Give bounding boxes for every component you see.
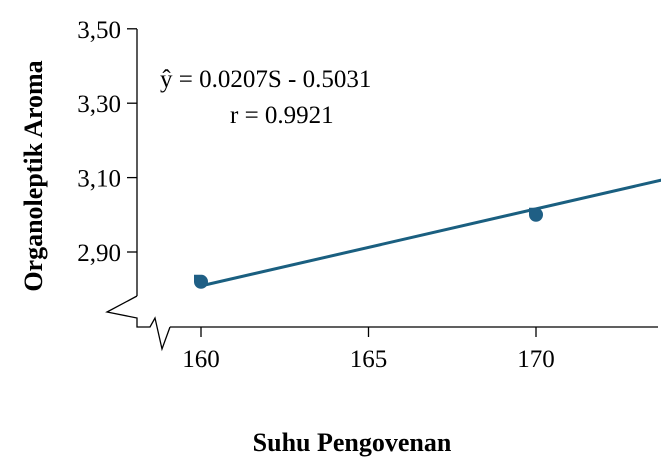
annotation-r: r = 0.9921 bbox=[230, 102, 334, 129]
y-axis-title: Organoleptik Aroma bbox=[19, 60, 48, 291]
y-ticks: 2,90 3,10 3,30 3,50 bbox=[77, 17, 137, 267]
x-ticks: 160165170175180185190195 bbox=[182, 327, 555, 373]
data-point bbox=[529, 207, 544, 222]
y-tick-label: 3,10 bbox=[77, 166, 121, 193]
data-points bbox=[194, 207, 544, 289]
data-point bbox=[194, 274, 209, 289]
x-tick-label: 160 bbox=[182, 346, 220, 373]
x-tick-label: 170 bbox=[517, 346, 555, 373]
trendline bbox=[200, 178, 661, 288]
axis-break bbox=[105, 295, 171, 352]
y-tick-label: 3,30 bbox=[77, 91, 121, 118]
annotation-equation: ŷ = 0.0207S - 0.5031 bbox=[160, 66, 371, 93]
y-tick-label: 2,90 bbox=[77, 240, 121, 267]
x-tick-label: 165 bbox=[350, 346, 388, 373]
trendline-group bbox=[200, 178, 661, 288]
y-tick-label: 3,50 bbox=[77, 17, 121, 44]
x-axis-title: Suhu Pengovenan bbox=[253, 428, 452, 457]
